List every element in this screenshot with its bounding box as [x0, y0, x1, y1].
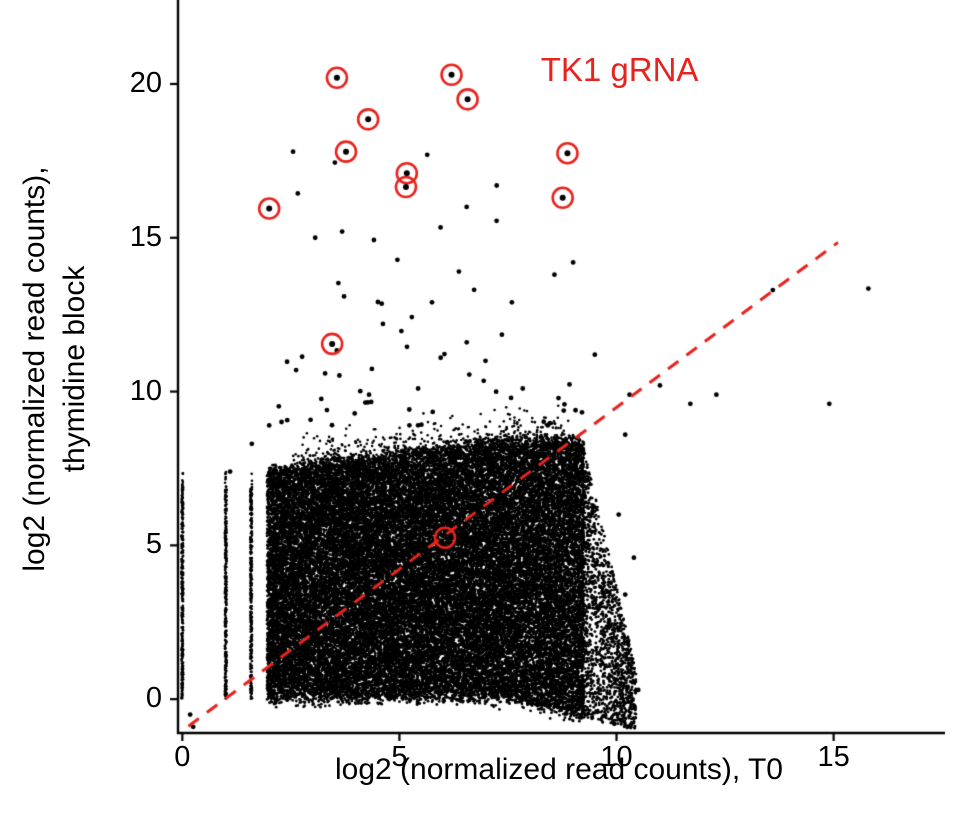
- x-axis-label: log2 (normalized read counts), T0: [334, 753, 783, 786]
- tk1-grna-annotation: TK1 gRNA: [540, 51, 699, 89]
- y-tick-label: 20: [129, 66, 162, 99]
- y-tick-label: 10: [129, 374, 162, 407]
- y-tick-label: 5: [145, 528, 162, 561]
- y-tick-label: 15: [129, 220, 162, 253]
- x-tick-label: 10: [600, 741, 633, 773]
- y-axis-label-line1: log2 (normalized read counts),: [18, 166, 51, 572]
- y-tick-label: 0: [145, 682, 162, 715]
- y-axis-label: log2 (normalized read counts), thymidine…: [10, 3, 100, 735]
- x-tick-label: 0: [174, 741, 191, 773]
- x-tick-label: 5: [391, 741, 408, 773]
- y-axis-label-line2: thymidine block: [58, 265, 91, 473]
- x-tick-label: 15: [817, 741, 850, 773]
